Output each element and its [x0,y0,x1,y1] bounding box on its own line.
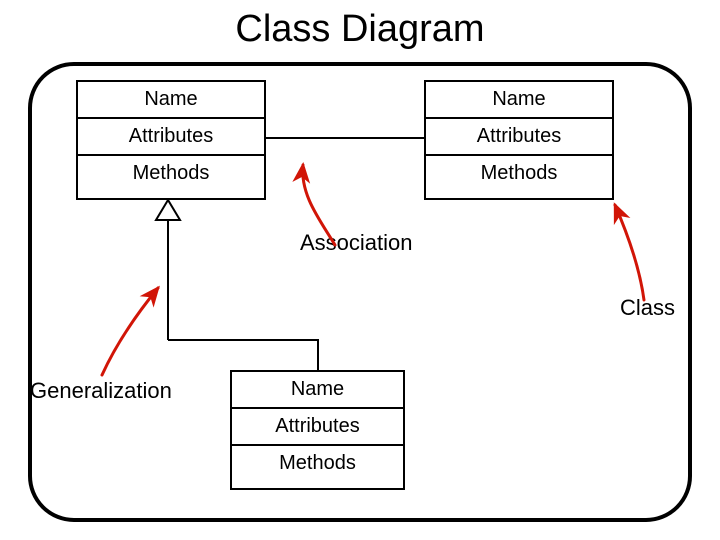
class-methods-cell: Methods [232,446,403,481]
association-label: Association [300,230,413,256]
diagram-stage: Class Diagram Name Attributes Methods Na… [0,0,720,540]
class-methods-cell: Methods [78,156,264,191]
class-methods-cell: Methods [426,156,612,191]
class-attributes-cell: Attributes [232,409,403,446]
class-name-cell: Name [232,372,403,409]
class-label: Class [620,295,675,321]
class-box-bottom: Name Attributes Methods [230,370,405,490]
diagram-title: Class Diagram [0,8,720,51]
class-attributes-cell: Attributes [78,119,264,156]
class-attributes-cell: Attributes [426,119,612,156]
class-box-top-right: Name Attributes Methods [424,80,614,200]
class-box-top-left: Name Attributes Methods [76,80,266,200]
class-name-cell: Name [426,82,612,119]
generalization-label: Generalization [30,378,172,404]
class-name-cell: Name [78,82,264,119]
